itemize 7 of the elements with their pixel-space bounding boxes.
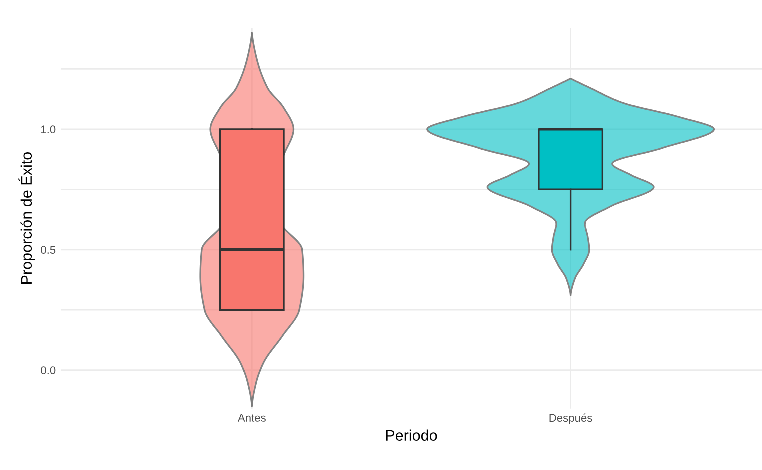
- y-tick-label: 1.0: [42, 126, 56, 134]
- y-axis-title: Proporción de Éxito: [18, 152, 36, 284]
- x-axis-title: Periodo: [386, 430, 438, 442]
- x-tick-label: Antes: [238, 414, 266, 422]
- x-tick-label: Después: [550, 414, 592, 424]
- y-tick-label: 0.0: [41, 366, 56, 374]
- y-tick-label: 0.5: [41, 246, 56, 254]
